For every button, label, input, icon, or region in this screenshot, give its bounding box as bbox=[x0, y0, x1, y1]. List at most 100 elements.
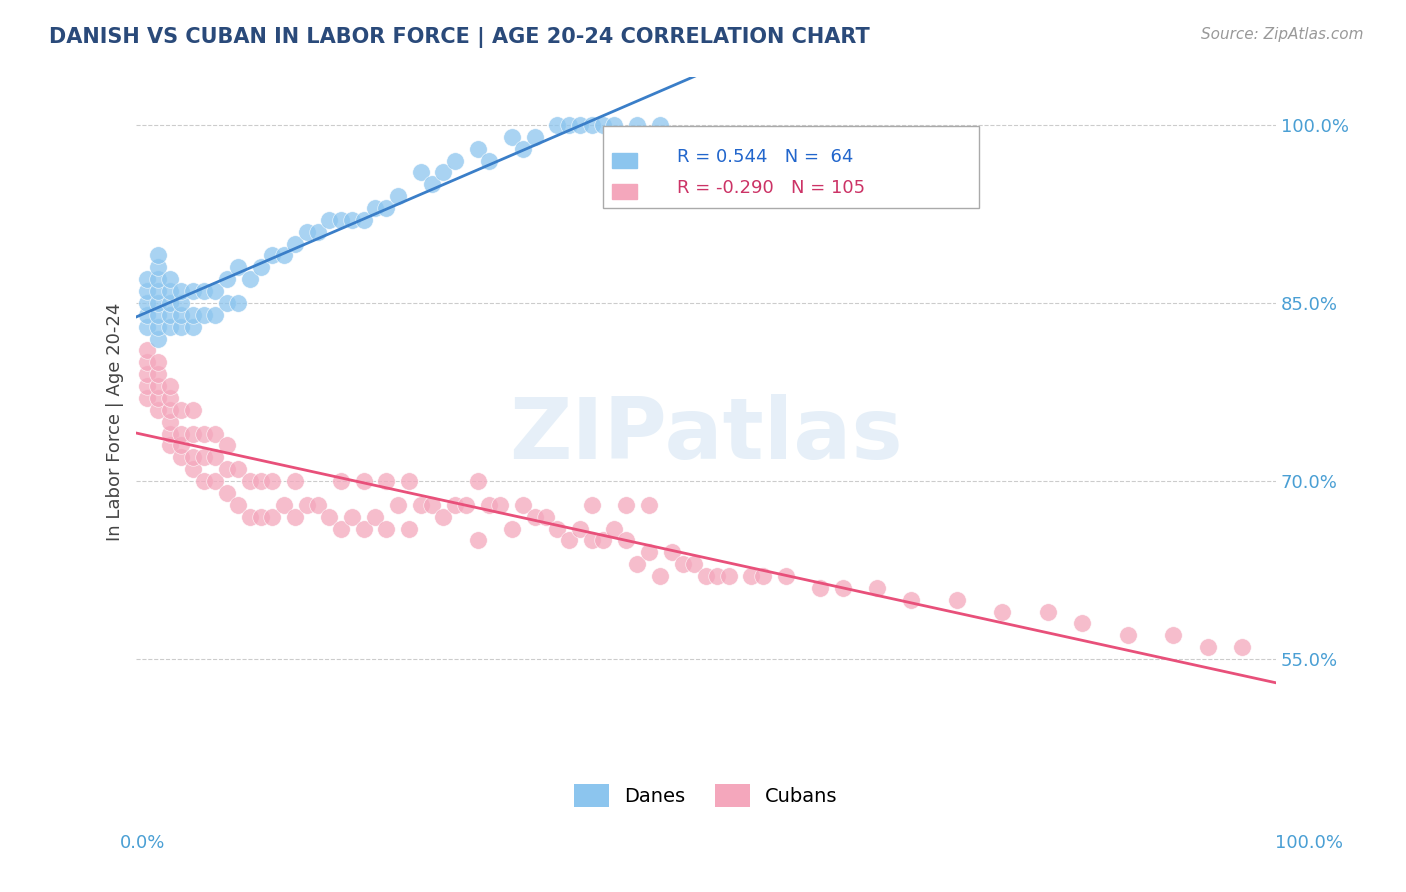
Point bbox=[148, 260, 170, 275]
Point bbox=[135, 379, 157, 393]
Point bbox=[181, 426, 204, 441]
Point bbox=[603, 118, 626, 132]
Point bbox=[1071, 616, 1094, 631]
Point bbox=[204, 450, 226, 465]
Point bbox=[135, 367, 157, 381]
Point bbox=[284, 474, 307, 488]
Point bbox=[581, 533, 603, 548]
Point bbox=[135, 343, 157, 358]
Point bbox=[546, 521, 568, 535]
Point bbox=[1036, 605, 1059, 619]
Point bbox=[181, 450, 204, 465]
Point bbox=[215, 486, 238, 500]
Point bbox=[159, 402, 181, 417]
Point bbox=[159, 438, 181, 452]
Point bbox=[226, 260, 249, 275]
Point bbox=[148, 391, 170, 405]
Point bbox=[603, 521, 626, 535]
Point bbox=[148, 272, 170, 286]
Point bbox=[637, 498, 659, 512]
FancyBboxPatch shape bbox=[612, 184, 637, 199]
Point bbox=[226, 462, 249, 476]
Point bbox=[295, 498, 318, 512]
Point bbox=[226, 498, 249, 512]
Point bbox=[1230, 640, 1253, 655]
Point bbox=[626, 118, 648, 132]
FancyBboxPatch shape bbox=[603, 126, 980, 208]
Point bbox=[159, 426, 181, 441]
Point bbox=[398, 521, 420, 535]
Point bbox=[215, 438, 238, 452]
Point bbox=[375, 474, 398, 488]
Point bbox=[148, 355, 170, 369]
Point bbox=[534, 509, 557, 524]
Point bbox=[398, 474, 420, 488]
Point bbox=[614, 533, 637, 548]
Point bbox=[135, 284, 157, 298]
Point bbox=[193, 284, 215, 298]
Point bbox=[148, 367, 170, 381]
Text: 0.0%: 0.0% bbox=[120, 834, 165, 852]
Point bbox=[250, 474, 273, 488]
Point bbox=[250, 260, 273, 275]
Legend: Danes, Cubans: Danes, Cubans bbox=[567, 777, 845, 814]
Point bbox=[135, 272, 157, 286]
Point bbox=[432, 165, 454, 179]
Point bbox=[775, 569, 797, 583]
Point bbox=[238, 474, 260, 488]
Point bbox=[569, 521, 592, 535]
Point bbox=[159, 308, 181, 322]
Point bbox=[683, 557, 706, 571]
Point bbox=[148, 284, 170, 298]
Point bbox=[159, 391, 181, 405]
Point bbox=[181, 308, 204, 322]
Point bbox=[238, 272, 260, 286]
Point bbox=[364, 509, 387, 524]
Point bbox=[866, 581, 889, 595]
Point bbox=[558, 118, 581, 132]
Point bbox=[238, 509, 260, 524]
Point bbox=[546, 118, 568, 132]
Point bbox=[170, 438, 193, 452]
Point bbox=[148, 332, 170, 346]
Point bbox=[307, 225, 329, 239]
Point bbox=[443, 498, 465, 512]
Point bbox=[353, 521, 375, 535]
Text: DANISH VS CUBAN IN LABOR FORCE | AGE 20-24 CORRELATION CHART: DANISH VS CUBAN IN LABOR FORCE | AGE 20-… bbox=[49, 27, 870, 48]
Point bbox=[170, 284, 193, 298]
Point bbox=[501, 521, 523, 535]
Point bbox=[523, 129, 546, 144]
Point bbox=[420, 498, 443, 512]
Point bbox=[181, 402, 204, 417]
Point bbox=[273, 498, 295, 512]
Point bbox=[489, 498, 512, 512]
Point bbox=[135, 391, 157, 405]
Point bbox=[204, 426, 226, 441]
Point bbox=[364, 201, 387, 215]
Point bbox=[159, 415, 181, 429]
Point bbox=[148, 296, 170, 310]
Point bbox=[353, 213, 375, 227]
Point bbox=[135, 319, 157, 334]
Point bbox=[467, 474, 489, 488]
Point bbox=[262, 474, 284, 488]
Point bbox=[740, 569, 762, 583]
Point bbox=[340, 213, 363, 227]
Point bbox=[181, 319, 204, 334]
Point bbox=[329, 474, 352, 488]
Point bbox=[353, 474, 375, 488]
Point bbox=[226, 296, 249, 310]
Point bbox=[148, 248, 170, 262]
Point bbox=[204, 284, 226, 298]
Point bbox=[1197, 640, 1219, 655]
Point bbox=[307, 498, 329, 512]
Text: R = -0.290   N = 105: R = -0.290 N = 105 bbox=[678, 179, 865, 197]
Point bbox=[991, 605, 1014, 619]
Point bbox=[170, 402, 193, 417]
Point bbox=[831, 581, 853, 595]
Text: R = 0.544   N =  64: R = 0.544 N = 64 bbox=[678, 148, 853, 166]
Point bbox=[148, 402, 170, 417]
Point bbox=[409, 498, 432, 512]
Point bbox=[512, 142, 534, 156]
Point bbox=[284, 509, 307, 524]
